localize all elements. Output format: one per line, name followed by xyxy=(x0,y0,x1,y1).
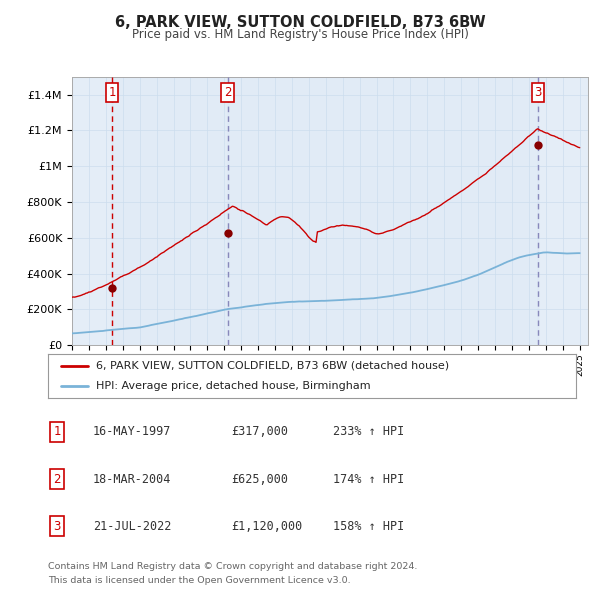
Bar xyxy=(72,77,112,345)
Text: Price paid vs. HM Land Registry's House Price Index (HPI): Price paid vs. HM Land Registry's House … xyxy=(131,28,469,41)
Text: 1: 1 xyxy=(109,86,116,99)
Text: HPI: Average price, detached house, Birmingham: HPI: Average price, detached house, Birm… xyxy=(95,381,370,391)
Text: 3: 3 xyxy=(53,520,61,533)
Text: 233% ↑ HPI: 233% ↑ HPI xyxy=(333,425,404,438)
Text: 6, PARK VIEW, SUTTON COLDFIELD, B73 6BW: 6, PARK VIEW, SUTTON COLDFIELD, B73 6BW xyxy=(115,15,485,30)
Text: 158% ↑ HPI: 158% ↑ HPI xyxy=(333,520,404,533)
Text: 21-JUL-2022: 21-JUL-2022 xyxy=(93,520,172,533)
Text: £1,120,000: £1,120,000 xyxy=(231,520,302,533)
Bar xyxy=(538,77,588,345)
Text: 16-MAY-1997: 16-MAY-1997 xyxy=(93,425,172,438)
Text: 18-MAR-2004: 18-MAR-2004 xyxy=(93,473,172,486)
Text: £625,000: £625,000 xyxy=(231,473,288,486)
Text: This data is licensed under the Open Government Licence v3.0.: This data is licensed under the Open Gov… xyxy=(48,576,350,585)
Text: 3: 3 xyxy=(534,86,542,99)
Text: 2: 2 xyxy=(224,86,232,99)
Text: 1: 1 xyxy=(53,425,61,438)
Bar xyxy=(112,77,228,345)
Text: £317,000: £317,000 xyxy=(231,425,288,438)
Bar xyxy=(228,77,538,345)
Text: Contains HM Land Registry data © Crown copyright and database right 2024.: Contains HM Land Registry data © Crown c… xyxy=(48,562,418,571)
Text: 2: 2 xyxy=(53,473,61,486)
Text: 174% ↑ HPI: 174% ↑ HPI xyxy=(333,473,404,486)
Text: 6, PARK VIEW, SUTTON COLDFIELD, B73 6BW (detached house): 6, PARK VIEW, SUTTON COLDFIELD, B73 6BW … xyxy=(95,361,449,371)
